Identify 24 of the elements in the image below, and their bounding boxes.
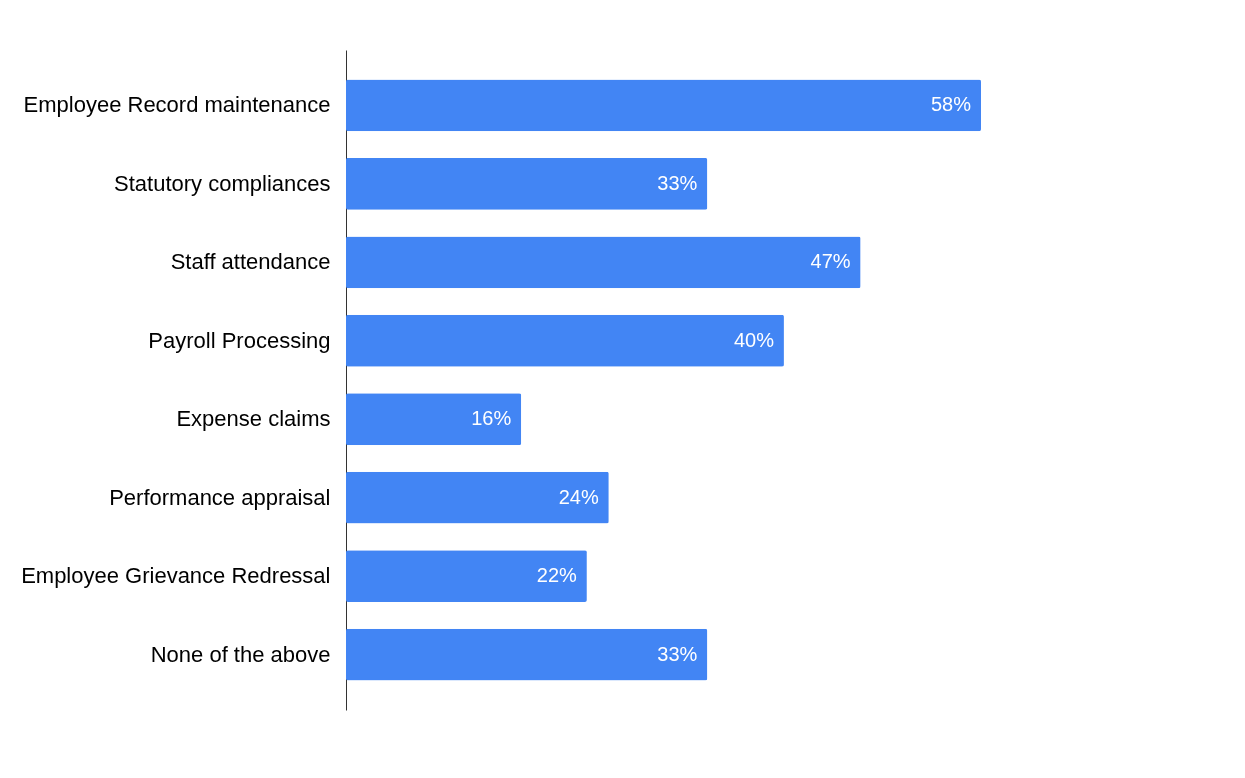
- y-tick-label: None of the above: [150, 641, 331, 667]
- bar: [346, 236, 861, 289]
- bar: [346, 79, 981, 132]
- data-label: 40%: [733, 328, 775, 351]
- bar: [346, 471, 609, 524]
- data-label: 16%: [471, 407, 512, 430]
- y-tick-label: Employee Grievance Redressal: [21, 563, 331, 589]
- y-tick-label: Statutory compliances: [114, 170, 331, 196]
- bar: [346, 314, 784, 367]
- data-label: 33%: [657, 171, 698, 194]
- data-label: 58%: [930, 93, 972, 116]
- bar: [346, 393, 522, 446]
- bar: [346, 157, 708, 210]
- y-tick-label: Payroll Processing: [148, 327, 331, 353]
- y-tick-label: Employee Record maintenance: [23, 92, 331, 118]
- data-label: 24%: [558, 485, 599, 508]
- data-label: 33%: [657, 642, 698, 665]
- y-tick-label: Staff attendance: [170, 249, 331, 275]
- bar: [346, 550, 587, 603]
- bar: [346, 628, 708, 681]
- data-label: 47%: [810, 250, 851, 273]
- y-tick-label: Expense claims: [176, 406, 331, 432]
- y-tick-label: Performance appraisal: [109, 484, 331, 510]
- data-label: 22%: [536, 564, 578, 587]
